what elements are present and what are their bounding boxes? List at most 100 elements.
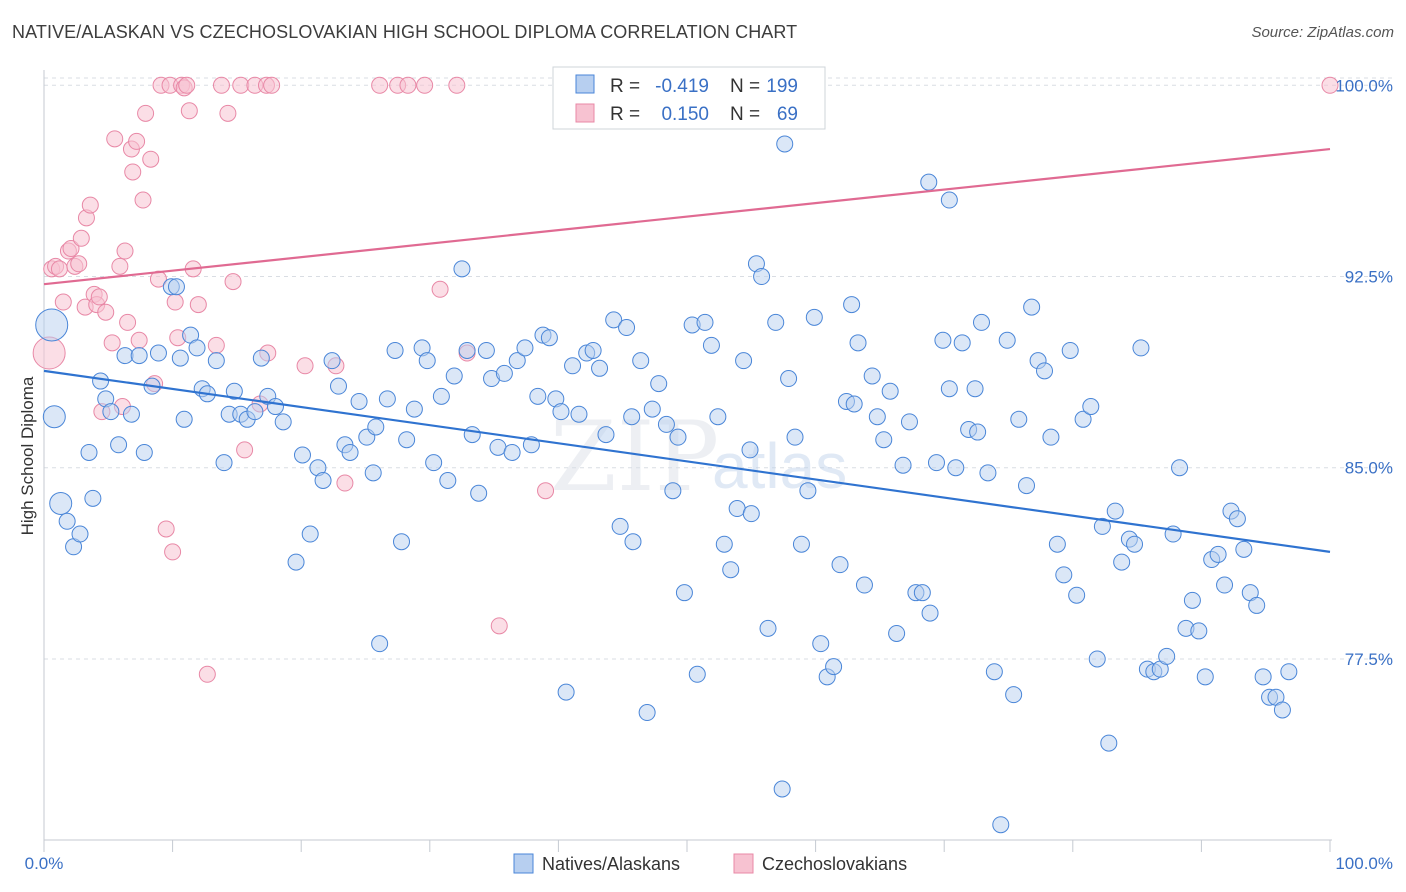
natives-point — [776, 135, 794, 153]
natives-point — [49, 491, 73, 515]
natives-point — [71, 525, 89, 543]
czechoslovakians-trend-line — [43, 147, 1331, 286]
natives-point — [934, 331, 952, 349]
natives-point — [624, 533, 642, 551]
trend-lines — [43, 147, 1331, 553]
czechoslovakians-point — [70, 255, 88, 273]
natives-point — [969, 423, 987, 441]
czechoslovakians-point — [119, 313, 137, 331]
natives-point — [900, 413, 918, 431]
czechoslovakians-point — [180, 102, 198, 120]
natives-point — [463, 426, 481, 444]
y-tick-label-0: 77.5% — [1345, 650, 1393, 669]
legend-n-value-2: 69 — [777, 104, 798, 125]
natives-point — [1055, 566, 1073, 584]
czechoslovakians-point — [130, 331, 148, 349]
natives-point — [843, 296, 861, 314]
natives-point — [664, 482, 682, 500]
natives-point — [998, 331, 1016, 349]
natives-point — [425, 454, 443, 472]
natives-point — [1074, 410, 1092, 428]
natives-point — [130, 347, 148, 365]
natives-point — [341, 443, 359, 461]
natives-point — [378, 390, 396, 408]
czechoslovakians-point — [198, 665, 216, 683]
czechoslovakians-point — [431, 280, 449, 298]
natives-point — [266, 398, 284, 416]
natives-point — [167, 278, 185, 296]
natives-point — [825, 658, 843, 676]
czechoslovakians-point — [72, 229, 90, 247]
natives-point — [623, 408, 641, 426]
natives-point — [632, 352, 650, 370]
x-tick-label-0: 0.0% — [25, 854, 64, 873]
natives-point — [508, 352, 526, 370]
natives-point — [812, 635, 830, 653]
natives-point — [759, 619, 777, 637]
czechoslovakians-point — [212, 76, 230, 94]
natives-point — [1082, 398, 1100, 416]
natives-point — [1209, 545, 1227, 563]
natives-point — [246, 403, 264, 421]
natives-point — [42, 405, 66, 429]
natives-point — [1248, 596, 1266, 614]
natives-point — [371, 635, 389, 653]
natives-point — [495, 364, 513, 382]
natives-point — [1068, 586, 1086, 604]
natives-point — [80, 443, 98, 461]
natives-point — [1254, 668, 1272, 686]
natives-point — [920, 173, 938, 191]
natives-point — [992, 816, 1010, 834]
natives-point — [979, 464, 997, 482]
natives-point — [110, 436, 128, 454]
natives-point — [188, 339, 206, 357]
natives-point — [1126, 535, 1144, 553]
natives-point — [927, 454, 945, 472]
czechoslovakians-point — [178, 76, 196, 94]
czechoslovakians-point — [296, 357, 314, 375]
natives-point — [881, 382, 899, 400]
legend-r-value-2: 0.150 — [661, 104, 709, 125]
legend-r-label-1: R = — [610, 76, 640, 97]
natives-point — [1196, 668, 1214, 686]
natives-point — [350, 392, 368, 410]
natives-point — [207, 352, 225, 370]
natives-point — [418, 352, 436, 370]
natives-point — [1113, 553, 1131, 571]
natives-point — [618, 319, 636, 337]
natives-point — [1158, 647, 1176, 665]
natives-point — [780, 370, 798, 388]
correlation-legend: R = -0.419 N = 199 R = 0.150 N = 69 — [552, 66, 826, 130]
czechoslovakians-point — [90, 288, 108, 306]
natives-point — [702, 336, 720, 354]
bottom-legend-swatch-natives — [513, 853, 534, 874]
natives-point — [605, 311, 623, 329]
natives-point — [1018, 477, 1036, 495]
czechoslovakians-point — [50, 260, 68, 278]
natives-point — [650, 375, 668, 393]
legend-n-label-2: N = — [730, 104, 760, 125]
natives-point — [135, 443, 153, 461]
bottom-legend-label-natives: Natives/Alaskans — [542, 854, 680, 874]
natives-point — [728, 500, 746, 518]
natives-point — [557, 683, 575, 701]
natives-point — [638, 704, 656, 722]
natives-point — [972, 313, 990, 331]
y-tick-label-2: 92.5% — [1345, 268, 1393, 287]
natives-point — [225, 382, 243, 400]
legend-swatch-blue — [575, 74, 595, 94]
natives-point — [722, 561, 740, 579]
natives-point — [564, 357, 582, 375]
natives-point — [855, 576, 873, 594]
natives-point — [439, 471, 457, 489]
natives-point — [985, 663, 1003, 681]
czechoslovakians-point — [106, 130, 124, 148]
czechoslovakians-point — [399, 76, 417, 94]
natives-point — [84, 489, 102, 507]
natives-point — [1216, 576, 1234, 594]
czechoslovakians-point — [103, 334, 121, 352]
y-tick-labels: 77.5% 85.0% 92.5% 100.0% — [1335, 76, 1393, 669]
series-czechoslovakians-points — [32, 76, 1339, 683]
natives-point — [323, 352, 341, 370]
